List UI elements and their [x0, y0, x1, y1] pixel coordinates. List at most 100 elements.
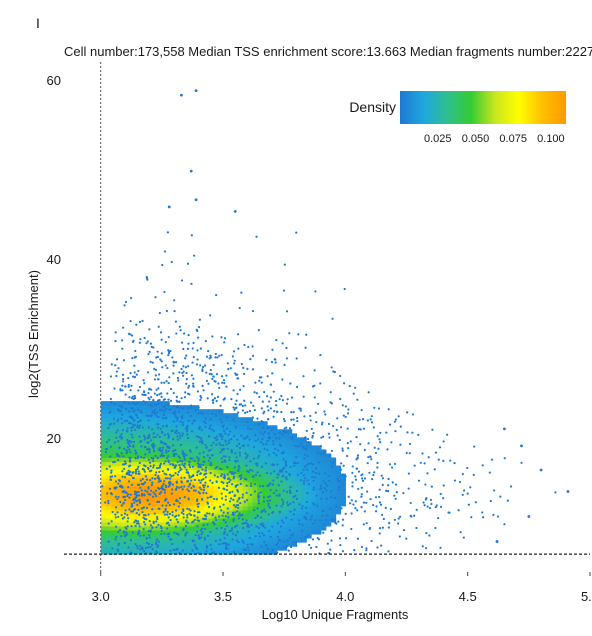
data-point [142, 534, 145, 537]
data-point [138, 500, 142, 503]
colorbar-label: Density [349, 99, 396, 115]
data-point [304, 506, 307, 509]
data-point [386, 490, 390, 493]
density-cell [306, 473, 312, 479]
density-cell [115, 465, 121, 471]
density-cell [232, 542, 239, 547]
data-point [252, 445, 256, 449]
density-cell [262, 497, 268, 503]
data-point [200, 532, 203, 536]
data-point [227, 516, 230, 519]
data-point [218, 354, 221, 357]
data-point [389, 507, 393, 511]
data-point [282, 521, 285, 524]
data-point [271, 483, 274, 486]
data-point [188, 474, 191, 477]
density-cell [198, 501, 205, 507]
data-point [199, 398, 202, 402]
data-point [142, 379, 145, 382]
data-point [169, 462, 172, 466]
data-point [190, 406, 193, 409]
density-cell [237, 509, 244, 515]
data-point [130, 503, 133, 506]
data-point [215, 519, 218, 522]
density-cell [120, 417, 126, 422]
density-cell [213, 421, 219, 426]
data-point [127, 401, 130, 405]
density-cell [237, 505, 244, 511]
density-cell [242, 421, 249, 426]
data-point [261, 433, 264, 436]
density-cell [188, 445, 195, 451]
data-point [356, 509, 359, 512]
density-cell [169, 485, 175, 491]
density-cell [193, 538, 200, 543]
data-point [198, 486, 201, 489]
data-point [402, 492, 405, 495]
data-point [341, 473, 344, 476]
density-cell [105, 413, 112, 418]
data-point [327, 432, 331, 435]
data-point [123, 516, 126, 519]
density-cell [242, 525, 249, 531]
data-point [172, 474, 175, 477]
density-cell [188, 441, 195, 446]
data-point [312, 463, 315, 466]
data-point [369, 418, 372, 421]
density-cell [257, 433, 263, 438]
density-cell [267, 489, 273, 495]
data-point [132, 339, 135, 342]
density-cell [213, 550, 219, 555]
density-cell [178, 533, 185, 539]
density-cell [130, 550, 136, 555]
density-cell [291, 529, 298, 535]
data-point [256, 507, 259, 510]
data-point [385, 431, 388, 434]
data-point [204, 339, 207, 343]
data-point [305, 500, 308, 503]
data-point [125, 472, 128, 476]
density-cell [311, 497, 317, 503]
data-point [200, 536, 203, 539]
density-cell [281, 529, 288, 535]
density-cell [271, 473, 278, 479]
density-cell [178, 429, 185, 434]
density-cell [198, 417, 205, 422]
density-cell [169, 493, 175, 499]
data-point [154, 435, 157, 439]
data-point [137, 470, 140, 473]
outlier-point [194, 89, 198, 93]
data-point [188, 463, 191, 466]
data-point [259, 485, 262, 488]
data-point [149, 489, 153, 492]
data-point [307, 483, 311, 486]
density-cell [262, 513, 268, 519]
y-tick-label: 60 [47, 73, 61, 88]
data-point [192, 377, 195, 380]
data-point [360, 506, 363, 509]
data-point [155, 388, 158, 391]
data-point [221, 381, 224, 384]
data-point [192, 382, 195, 385]
data-point [202, 524, 205, 527]
density-cell [257, 538, 263, 543]
data-point [153, 512, 156, 515]
data-point [394, 497, 397, 500]
data-point [181, 463, 184, 466]
density-cell [139, 517, 146, 523]
data-point [225, 544, 228, 547]
data-point [466, 492, 469, 495]
data-point [232, 498, 235, 502]
data-point [164, 340, 167, 344]
data-point [202, 484, 205, 487]
data-point [121, 486, 124, 489]
density-cell [100, 433, 107, 438]
data-point [182, 464, 185, 467]
density-cell [174, 421, 180, 426]
density-cell [208, 425, 214, 430]
data-point [467, 503, 470, 506]
data-point [178, 325, 181, 328]
density-cell [144, 525, 151, 531]
density-cell [144, 417, 151, 422]
density-cell [242, 533, 249, 539]
